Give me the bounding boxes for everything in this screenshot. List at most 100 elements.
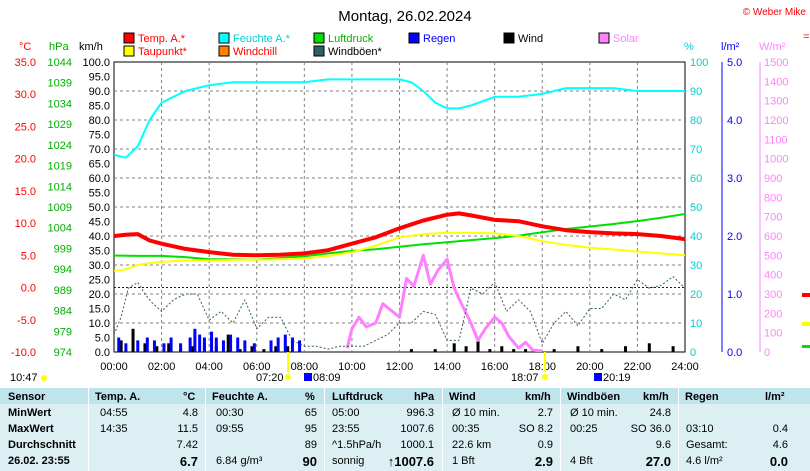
rain-tick-label: 2.0 [727,231,742,243]
pressure-line [114,213,685,261]
legend-label: Luftdruck [328,33,374,45]
solar-tick-label: 1100 [764,134,788,146]
axis-unit-solar: W/m² [759,41,786,53]
table-cell-temp-val: 11.5 [177,423,198,435]
copyright-text: © Weber Mike [743,7,807,18]
legend-label: Temp. A.* [138,33,186,45]
legend-label: Feuchte A.* [233,33,291,45]
axis-unit-humidity: % [684,41,694,53]
rain-tick-label: 0.0 [727,347,742,359]
x-tick-label: 16:00 [481,361,509,373]
x-tick-label: 08:00 [291,361,319,373]
temp-tick-label: -5.0 [17,315,36,327]
legend-label: Windböen* [328,46,383,58]
solar-tick-label: 300 [764,289,782,301]
table-cell-boeen-time: 4 Bft [570,455,593,467]
wind-bar [476,340,480,352]
humidity-tick-label: 80 [690,115,702,127]
wind-bar [512,349,516,352]
table-cell-feuchte-val: 95 [304,423,317,435]
rain-bar [136,340,140,352]
marker-sunset: 18:07 [511,372,539,384]
wind-tick-label: 60.0 [89,173,110,185]
rain-bar [276,337,280,352]
pressure-tick-label: 1044 [48,57,72,69]
solar-line [345,253,543,352]
column-separator [205,388,206,471]
rain-bar [145,337,149,352]
table-cell-temp-val: 7.42 [176,439,198,451]
table-cell-label: Durchschnitt [8,439,76,451]
table-cell-boeen-val: 9.6 [655,439,671,451]
wind-bar [238,349,242,352]
temp-tick-label: 35.0 [15,57,36,69]
table-cell-wind-time: 1 Bft [452,455,475,467]
pressure-tick-label: 1014 [48,181,72,193]
rain-bar [169,337,173,352]
pressure-edge-mark [802,345,810,348]
wind-tick-label: 15.0 [89,304,110,316]
table-cell-wind-time: 22.6 km [452,439,492,451]
pressure-tick-label: 1009 [48,202,72,214]
wind-bar [600,349,604,352]
legend-swatch [218,45,230,57]
legend-swatch [598,32,610,44]
wind-bar [143,343,147,352]
wind-bar [131,328,135,352]
table-cell-feuchte-val: 65 [304,407,317,419]
pressure-tick-label: 984 [54,306,72,318]
humidity-tick-label: 30 [690,260,702,272]
temp-tick-label: 20.0 [15,154,36,166]
temp-tick-label: 5.0 [21,250,36,262]
wind-tick-label: 95.0 [89,72,110,84]
header-temp: Temp. A. [95,391,141,403]
pressure-tick-label: 999 [54,243,72,255]
rain-bar [221,340,225,352]
table-cell-wind-time: Ø 10 min. [452,407,500,419]
legend-swatch [123,32,135,44]
sun-icon-left [41,375,47,381]
solar-tick-label: 1400 [764,76,788,88]
x-tick-label: 10:00 [338,361,366,373]
legend-swatch [503,32,515,44]
table-cell-druck-val: 1007.6 [400,423,434,435]
table-cell-label: MaxWert [8,423,54,435]
column-separator [88,388,89,471]
wind-bar [191,346,195,352]
legend-swatch [313,45,325,57]
humidity-line [114,78,685,159]
column-separator [560,388,561,471]
wind-bar [647,343,651,352]
rain-bar [124,343,128,352]
wind-tick-label: 100.0 [82,57,110,69]
solar-tick-label: 400 [764,270,782,282]
rain-bar [162,343,166,352]
x-tick-label: 18:00 [528,361,556,373]
sunset-icon [542,374,548,380]
wind-bar [155,346,159,352]
wind-tick-label: 5.0 [95,333,110,345]
wind-bar [250,346,254,352]
solar-tick-label: 600 [764,231,782,243]
header-temp-unit: °C [183,391,196,403]
plot-series-group [114,78,685,352]
x-tick-label: 12:00 [386,361,414,373]
humidity-tick-label: 40 [690,231,702,243]
humidity-tick-label: 70 [690,144,702,156]
marker-moonrise: 08:09 [313,372,341,384]
wind-bar [274,346,278,352]
solar-tick-label: 1500 [764,57,788,69]
legend-swatch [123,45,135,57]
temp-tick-label: 0.0 [21,283,36,295]
table-cell-regen-val: 0.0 [769,454,788,469]
column-separator [678,388,679,471]
x-tick-label: 00:00 [100,361,128,373]
wind-bar [119,340,123,352]
pressure-tick-label: 989 [54,285,72,297]
pressure-tick-label: 1019 [48,161,72,173]
table-cell-regen-val: 4.6 [772,439,788,451]
wind-bar [262,349,266,352]
table-cell-feuchte-time: 09:55 [216,423,244,435]
x-tick-label: 24:00 [671,361,699,373]
rain-bar [214,337,218,352]
